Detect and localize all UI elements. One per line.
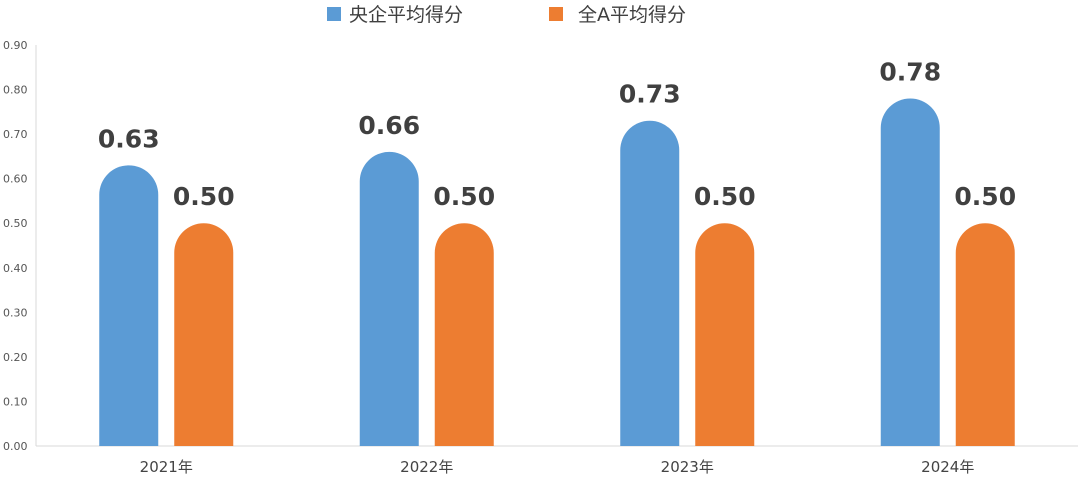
data-label: 0.73 — [619, 80, 681, 109]
legend-label-all-a: 全A平均得分 — [578, 4, 686, 26]
data-label: 0.63 — [98, 124, 160, 153]
y-tick-label: 0.90 — [3, 39, 28, 52]
y-tick-label: 0.00 — [3, 440, 28, 453]
y-tick-label: 0.50 — [3, 217, 28, 230]
y-tick-label: 0.80 — [3, 84, 28, 97]
x-category-label: 2021年 — [140, 458, 193, 476]
data-label: 0.50 — [173, 182, 235, 211]
x-category-label: 2023年 — [661, 458, 714, 476]
y-tick-label: 0.60 — [3, 173, 28, 186]
value-labels: 0.63 0.50 0.66 0.50 0.73 0.50 0.78 0.50 — [98, 57, 1016, 211]
bar-all-a — [174, 223, 234, 446]
bars — [99, 98, 1015, 447]
data-label: 0.78 — [879, 57, 941, 86]
y-tick-label: 0.40 — [3, 262, 28, 275]
bar-central-soe — [620, 120, 680, 446]
x-category-label: 2022年 — [400, 458, 453, 476]
x-axis-categories: 2021年 2022年 2023年 2024年 — [140, 458, 975, 476]
y-tick-label: 0.20 — [3, 351, 28, 364]
x-category-label: 2024年 — [921, 458, 974, 476]
bar-central-soe — [880, 98, 940, 446]
data-label: 0.50 — [433, 182, 495, 211]
data-label: 0.66 — [358, 111, 420, 140]
legend-label-central-soe: 央企平均得分 — [349, 4, 463, 26]
bar-central-soe — [99, 165, 159, 447]
bar-all-a — [434, 223, 494, 446]
legend-swatch-central-soe — [327, 7, 341, 21]
y-tick-label: 0.10 — [3, 395, 28, 408]
data-label: 0.50 — [954, 182, 1016, 211]
bar-central-soe — [359, 151, 419, 446]
bar-all-a — [695, 223, 755, 446]
data-label: 0.50 — [694, 182, 756, 211]
y-tick-label: 0.30 — [3, 306, 28, 319]
legend-swatch-all-a — [549, 7, 563, 21]
y-axis-ticks: 0.00 0.10 0.20 0.30 0.40 0.50 0.60 0.70 0.80 0.90 — [3, 39, 28, 453]
legend: 央企平均得分 全A平均得分 — [327, 4, 686, 26]
y-tick-label: 0.70 — [3, 128, 28, 141]
bar-all-a — [955, 223, 1015, 446]
